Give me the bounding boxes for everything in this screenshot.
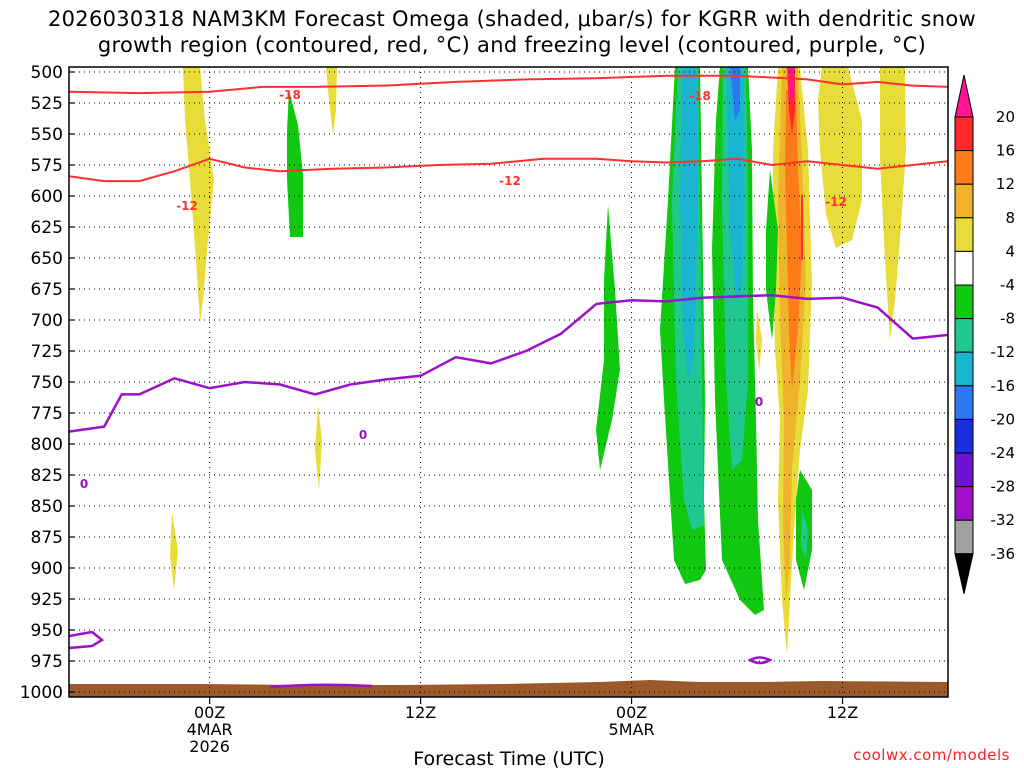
y-tick-label: 850 bbox=[31, 497, 63, 517]
colorbar-swatch bbox=[954, 284, 974, 320]
contour-label-minus12: -12 bbox=[825, 195, 847, 209]
colorbar-bottom-arrow bbox=[954, 553, 974, 594]
chart-title-line1: 2026030318 NAM3KM Forecast Omega (shaded… bbox=[48, 7, 976, 31]
omega-shade-yellow bbox=[880, 67, 906, 340]
colorbar-swatch bbox=[954, 217, 974, 252]
x-tick-label: 4MAR bbox=[187, 720, 233, 739]
y-tick-label: 575 bbox=[31, 156, 63, 176]
colorbar-swatch bbox=[954, 150, 974, 185]
x-tick-label: 00Z bbox=[616, 703, 647, 722]
x-tick-label: 00Z bbox=[194, 703, 225, 722]
x-tick-label: 2026 bbox=[189, 737, 230, 756]
colorbar-swatch bbox=[954, 183, 974, 219]
colorbar-swatch bbox=[954, 418, 974, 454]
freezing-level-line bbox=[69, 293, 948, 433]
colorbar-tick-label: -12 bbox=[991, 343, 1016, 361]
y-tick-label: 600 bbox=[31, 187, 63, 207]
contour-labels: -18 -18 -12 -12 -12 0 0 0 bbox=[80, 88, 847, 491]
y-tick-label: 525 bbox=[31, 94, 63, 114]
omega-shade-green bbox=[766, 170, 778, 340]
colorbar-swatch bbox=[954, 519, 974, 555]
colorbar: 20 16 12 8 4 -4 -8 -12 -16 -20 -24 -28 -32 -36 bbox=[954, 74, 1016, 594]
contour-label-zero: 0 bbox=[755, 395, 763, 409]
colorbar-tick-label: -32 bbox=[991, 511, 1016, 529]
x-axis: 00Z4MAR202612Z00Z5MAR12Z00Z6MAR bbox=[187, 697, 858, 756]
colorbar-swatch bbox=[954, 452, 974, 488]
freezing-level-surface-contour bbox=[269, 683, 373, 689]
y-tick-label: 650 bbox=[31, 249, 63, 269]
contour-label-minus18: -18 bbox=[279, 88, 301, 102]
ground-surface bbox=[69, 680, 948, 697]
y-tick-label: 500 bbox=[31, 63, 63, 83]
omega-shade-yellow bbox=[183, 67, 214, 322]
y-tick-label: 950 bbox=[31, 621, 63, 641]
grid-lines bbox=[69, 67, 948, 697]
y-axis: 500 525 550 575 600 625 650 675 700 725 750 775 800 8… bbox=[20, 63, 75, 703]
chart-title-line2: growth region (contoured, red, °C) and f… bbox=[98, 33, 926, 57]
omega-shade-green bbox=[287, 90, 303, 237]
omega-shade-cyan bbox=[726, 67, 744, 300]
colorbar-tick-label: -28 bbox=[991, 478, 1016, 496]
contour-label-zero: 0 bbox=[80, 477, 88, 491]
omega-shade-yellow bbox=[756, 308, 762, 372]
y-tick-label: 1000 bbox=[20, 683, 63, 703]
y-tick-label: 925 bbox=[31, 590, 63, 610]
colorbar-swatch bbox=[954, 351, 974, 387]
contour-label-zero: 0 bbox=[359, 428, 367, 442]
y-tick-label: 875 bbox=[31, 528, 63, 548]
y-tick-label: 675 bbox=[31, 280, 63, 300]
x-axis-title: Forecast Time (UTC) bbox=[413, 748, 604, 768]
freezing-level-closed-contour bbox=[69, 630, 105, 650]
colorbar-swatch bbox=[954, 385, 974, 420]
y-tick-label: 800 bbox=[31, 435, 63, 455]
colorbar-tick-label: 4 bbox=[1005, 242, 1015, 260]
colorbar-tick-label: -4 bbox=[1000, 276, 1015, 294]
colorbar-swatch bbox=[954, 116, 974, 152]
omega-shade-magenta bbox=[788, 67, 793, 105]
x-tick-label: 5MAR bbox=[609, 720, 655, 739]
colorbar-swatch bbox=[954, 486, 974, 521]
omega-shade-yellow bbox=[326, 67, 337, 135]
contour-lines bbox=[69, 74, 948, 433]
contour-label-minus18: -18 bbox=[689, 89, 711, 103]
y-tick-label: 825 bbox=[31, 466, 63, 486]
colorbar-tick-label: 20 bbox=[996, 108, 1015, 126]
omega-shade-yellow bbox=[818, 67, 862, 248]
colorbar-swatch bbox=[954, 318, 974, 353]
colorbar-tick-label: -8 bbox=[1000, 310, 1015, 328]
omega-shade-blue bbox=[730, 67, 740, 120]
omega-shade-teal bbox=[801, 510, 808, 560]
minus12-isotherm-line bbox=[69, 157, 948, 183]
y-tick-label: 725 bbox=[31, 342, 63, 362]
y-tick-label: 625 bbox=[31, 218, 63, 238]
colorbar-tick-label: -36 bbox=[991, 545, 1016, 563]
omega-shade-yellow bbox=[170, 512, 178, 590]
omega-shade-green bbox=[596, 205, 620, 470]
y-tick-label: 750 bbox=[31, 373, 63, 393]
minus18-isotherm-line bbox=[69, 74, 948, 95]
contour-label-minus12: -12 bbox=[176, 199, 198, 213]
plot-area: -18 -18 -12 -12 -12 0 0 0 bbox=[69, 67, 948, 697]
y-tick-label: 900 bbox=[31, 559, 63, 579]
colorbar-tick-label: 16 bbox=[996, 142, 1015, 160]
y-tick-label: 775 bbox=[31, 404, 63, 424]
colorbar-tick-label: -20 bbox=[991, 410, 1016, 428]
colorbar-tick-label: 8 bbox=[1005, 209, 1015, 227]
colorbar-top-arrow bbox=[954, 74, 974, 118]
contour-label-minus12: -12 bbox=[499, 174, 521, 188]
colorbar-tick-label: -24 bbox=[991, 444, 1016, 462]
omega-shade-cyan bbox=[680, 67, 698, 380]
x-tick-label: 12Z bbox=[827, 703, 858, 722]
y-tick-label: 550 bbox=[31, 125, 63, 145]
omega-shade-yellow bbox=[315, 405, 322, 490]
x-tick-label: 12Z bbox=[405, 703, 436, 722]
y-tick-label: 700 bbox=[31, 311, 63, 331]
colorbar-tick-label: 12 bbox=[996, 175, 1015, 193]
credit-text: coolwx.com/models bbox=[853, 746, 1010, 764]
freezing-level-closed-contour bbox=[747, 656, 773, 665]
y-tick-label: 975 bbox=[31, 652, 63, 672]
colorbar-tick-label: -16 bbox=[991, 377, 1016, 395]
colorbar-swatch bbox=[954, 250, 974, 286]
